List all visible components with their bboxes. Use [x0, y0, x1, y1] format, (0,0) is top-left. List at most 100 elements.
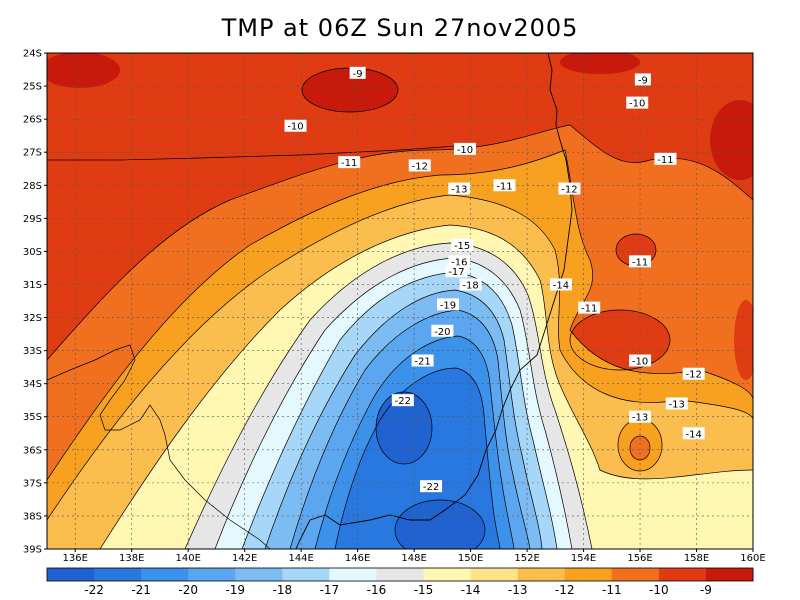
- contour-label: -22: [391, 394, 414, 407]
- contour-label: -13: [629, 410, 652, 424]
- contour-label-text: -12: [412, 161, 428, 172]
- lat-tick-label: 31S: [23, 280, 42, 291]
- contour-label: -19: [437, 298, 460, 311]
- contour-label-text: -11: [581, 304, 597, 315]
- colorbar-swatch: [94, 568, 142, 581]
- colorbar-swatch: [705, 568, 754, 581]
- contour-label: -11: [338, 156, 361, 169]
- contour-label-text: -10: [457, 145, 473, 156]
- lon-tick-label: 150E: [458, 553, 483, 564]
- lon-tick-label: 158E: [684, 553, 709, 564]
- lon-tick-label: 160E: [740, 553, 765, 564]
- contour-label-bg: [448, 182, 471, 195]
- lat-tick-label: 24S: [23, 49, 42, 60]
- colorbar-label: -15: [414, 583, 434, 597]
- contour-label-bg: [682, 427, 705, 440]
- band-minus22-b: [395, 500, 485, 549]
- contour-label-bg: [284, 119, 307, 132]
- colorbar-swatch: [470, 568, 519, 581]
- contour-label-text: -10: [632, 357, 648, 368]
- lat-tick-label: 39S: [23, 545, 42, 556]
- contour-label-bg: [629, 354, 652, 367]
- colorbar-swatch: [611, 568, 660, 581]
- colorbar-label: -12: [555, 583, 575, 597]
- lat-ticks: 24S 25S 26S 27S 28S 29S 30S 31S 32S 33S 34S 35S 36S 3…: [23, 49, 47, 556]
- contour-label-text: -13: [451, 185, 467, 196]
- border-line: [47, 344, 271, 549]
- map-title: TMP at 06Z Sun 27nov2005: [221, 14, 579, 42]
- contour-label: -12: [558, 182, 581, 196]
- contour-label-bg: [391, 394, 414, 407]
- contour-label-bg: [629, 255, 652, 268]
- contour-label-text: -19: [440, 300, 456, 311]
- contour-label: -12: [682, 367, 705, 381]
- colorbar-swatch: [141, 568, 189, 581]
- contour-label: -9: [349, 66, 366, 80]
- contour-label-bg: [349, 66, 366, 79]
- contour-labels: -9 -9 -10 -10 -10 -11 -11 -11 -12 -12 -13 -15 -16-17…: [284, 66, 705, 493]
- contour-label-bg: [451, 238, 474, 251]
- contour-label-bg: [629, 410, 652, 423]
- lat-tick-label: 25S: [23, 82, 42, 93]
- contour-label-bg: [408, 159, 431, 172]
- colorbar-label: -16: [367, 583, 387, 597]
- lat-tick-label: 37S: [23, 478, 42, 489]
- lon-tick-label: 148E: [401, 553, 426, 564]
- lon-tick-label: 144E: [288, 553, 313, 564]
- colorbar-swatch: [423, 568, 472, 581]
- contour-label-bg: [420, 480, 443, 493]
- contour-label: -15: [451, 238, 474, 252]
- contour-label-bg: [445, 265, 468, 278]
- temperature-field: [47, 53, 753, 549]
- contour-label-text: -9: [638, 75, 648, 86]
- contour-label-text: -11: [341, 158, 357, 169]
- colorbar-frame: [46, 567, 754, 582]
- lat-tick-label: 30S: [23, 247, 42, 258]
- contour-label-text: -14: [686, 429, 702, 440]
- colorbar-swatch: [282, 568, 330, 581]
- contour-label-text: -14: [553, 280, 569, 291]
- contour-label-bg: [431, 324, 454, 337]
- contour-label: -11: [493, 179, 516, 192]
- contour-label-bg: [448, 255, 471, 268]
- colorbar-label: -20: [178, 583, 198, 597]
- contour-label-text: -10: [629, 99, 645, 110]
- lat-tick-label: 35S: [23, 412, 42, 423]
- contour-label-bg: [493, 179, 516, 192]
- colorbar-swatch: [658, 568, 707, 581]
- contour-label-text: -21: [414, 357, 430, 368]
- contour-label: -21: [411, 354, 434, 368]
- contour-label: -22: [420, 480, 443, 493]
- contour-label-text: -17: [448, 267, 464, 278]
- contour-label-bg: [338, 156, 361, 169]
- contour-label: -18: [459, 278, 482, 291]
- lon-tick-label: 142E: [232, 553, 257, 564]
- contour-label: -14: [682, 427, 705, 440]
- coastline: [295, 53, 573, 549]
- contour-label: -10: [629, 354, 652, 368]
- contour-label-text: -13: [669, 400, 685, 411]
- contour-label: -10: [453, 142, 476, 156]
- lat-tick-label: 32S: [23, 313, 42, 324]
- contour-label-bg: [654, 152, 677, 165]
- map-frame: [46, 52, 754, 550]
- contour-label: -10: [284, 119, 307, 133]
- colorbar-label: -17: [320, 583, 340, 597]
- contour-label-text: -11: [657, 155, 673, 166]
- contour-label: -10: [626, 96, 649, 110]
- contour-label-text: -10: [287, 122, 303, 133]
- lat-tick-label: 29S: [23, 214, 42, 225]
- lon-tick-label: 156E: [627, 553, 652, 564]
- contour-label: -17: [445, 265, 468, 278]
- contour-label-text: -11: [632, 257, 648, 268]
- colorbar-swatch: [47, 568, 95, 581]
- contour-label: -20: [431, 324, 454, 338]
- contour-lines: [47, 67, 753, 549]
- contour-label-text: -9: [353, 69, 363, 80]
- lat-tick-label: 33S: [23, 346, 42, 357]
- band-minus9-a: [302, 68, 398, 112]
- contour-label-text: -22: [395, 396, 411, 407]
- contour-label-bg: [453, 142, 476, 155]
- contour-label: -14: [549, 278, 572, 291]
